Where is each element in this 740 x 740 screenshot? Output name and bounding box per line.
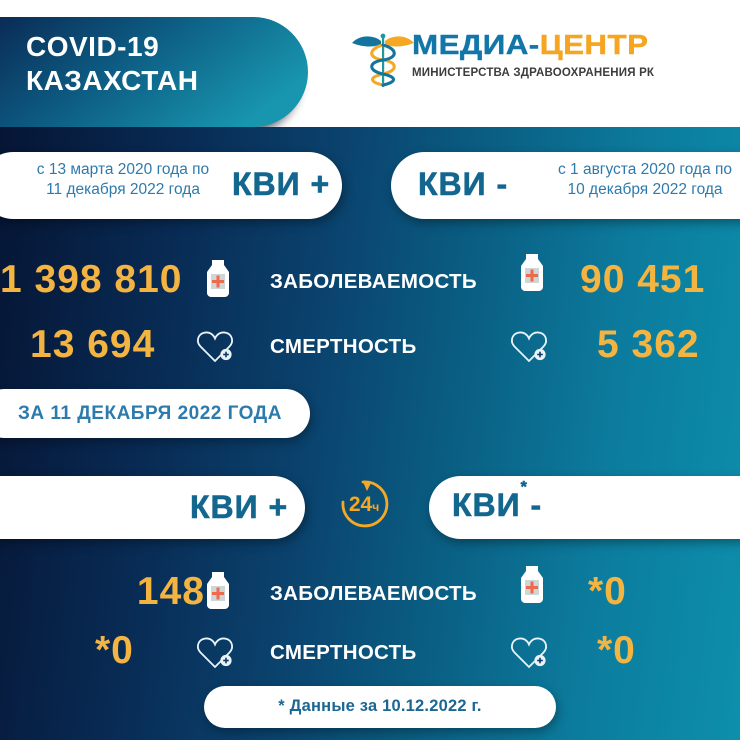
svg-text:24ч: 24ч xyxy=(349,493,379,516)
